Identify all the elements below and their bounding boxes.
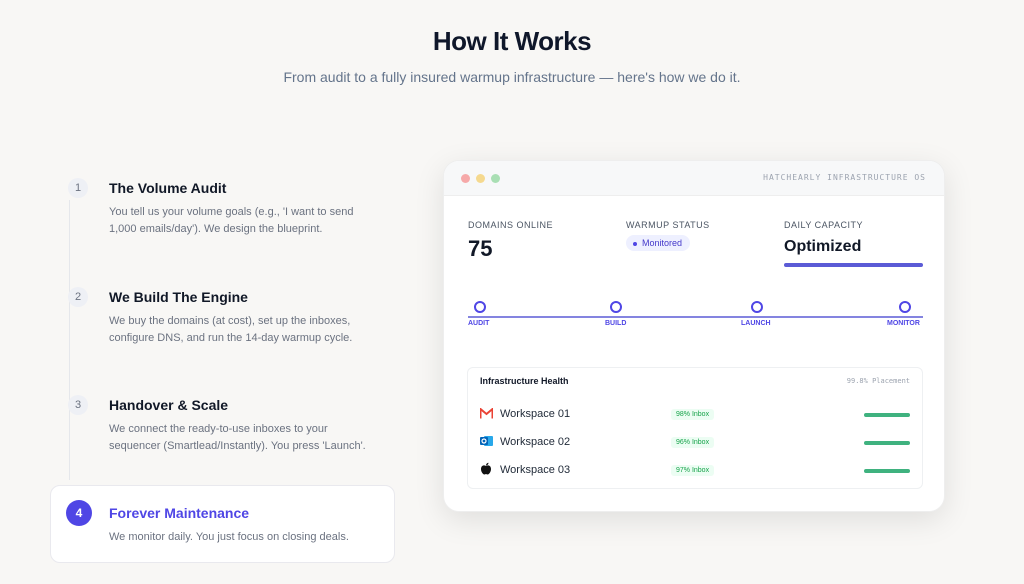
step-title: The Volume Audit [109,180,227,196]
status-dot [633,241,637,246]
timeline-node [899,301,911,313]
status-pill: Monitored [626,235,691,251]
window-title: HATCHEARLY INFRASTRUCTURE OS [763,173,926,182]
stat-label: DOMAINS ONLINE [468,220,554,230]
placement: 99.8% Placement [846,377,910,385]
timeline-node [474,301,486,313]
timeline-node [610,301,622,313]
timeline-node [751,301,763,313]
steps-line [69,200,70,480]
step-number: 2 [68,287,88,307]
stat-label: DAILY CAPACITY [784,220,864,230]
outlook-icon [480,436,493,446]
inbox-rate: 98% Inbox [671,409,715,420]
health-bar [864,441,910,445]
window-dot [476,174,485,183]
inbox-rate: 96% Inbox [671,437,715,448]
step-text: We monitor daily. You just focus on clos… [109,531,349,543]
stat-label: WARMUP STATUS [626,220,710,230]
step-text: We buy the domains (at cost), set up the… [109,315,353,344]
step-text: We connect the ready-to-use inboxes to y… [109,423,366,452]
health-panel: Infrastructure Health 99.8% Placement Wo… [467,367,923,489]
step-number: 3 [68,395,88,415]
workspace-name: Workspace 02 [500,436,571,448]
capacity-bar [784,263,923,267]
health-bar [864,413,910,417]
page-title: How It Works [432,26,592,56]
timeline-label: MONITOR [887,320,920,327]
timeline-label: LAUNCH [741,320,771,327]
stat-value: 75 [468,236,493,261]
timeline-label: AUDIT [468,320,490,327]
workspace-name: Workspace 01 [500,408,571,420]
dashboard-window: HATCHEARLY INFRASTRUCTURE OS DOMAINS ONL… [443,160,945,512]
step-title: We Build The Engine [109,289,248,305]
stat-value: Optimized [784,238,862,255]
page-subtitle: From audit to a fully insured warmup inf… [283,69,741,85]
window-bar [444,161,944,196]
step-number: 4 [66,500,92,526]
window-dot [491,174,500,183]
window-dot [461,174,470,183]
apple-icon [481,462,491,475]
gmail-icon [480,408,493,419]
step-number: 1 [68,178,88,198]
active-step-card[interactable] [50,485,395,563]
timeline-label: BUILD [605,320,627,327]
timeline [468,301,923,318]
status-text: Monitored [642,238,683,248]
health-bar [864,469,910,473]
step-text: You tell us your volume goals (e.g., 'I … [109,206,354,235]
step-title: Handover & Scale [109,397,229,413]
step-title: Forever Maintenance [109,505,250,521]
health-title: Infrastructure Health [480,376,569,386]
workspace-name: Workspace 03 [500,464,571,476]
inbox-rate: 97% Inbox [671,465,715,476]
